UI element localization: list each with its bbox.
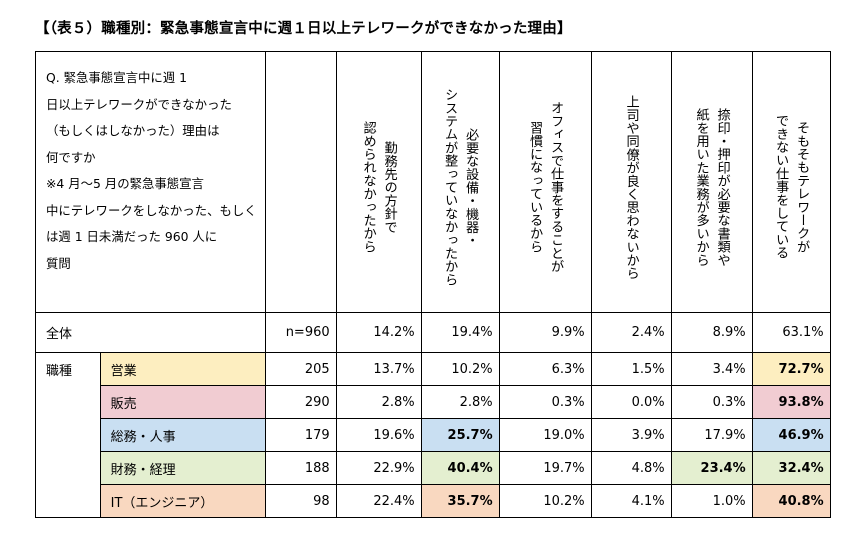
- question-line: ※4 月～5 月の緊急事態宣言: [46, 176, 204, 191]
- value-cell: 13.7%: [335, 352, 422, 386]
- n-header-cell: [264, 51, 337, 313]
- value-cell: 0.3%: [498, 385, 592, 419]
- value-cell: 0.0%: [590, 385, 672, 419]
- column-header-line: そもそもテレワークが: [794, 121, 810, 253]
- highlighted-value-cell: 35.7%: [420, 484, 500, 518]
- value-cell: 19.7%: [498, 451, 592, 485]
- highlighted-value-cell: 40.8%: [751, 484, 831, 518]
- table-row: 総務・人事 179 19.6% 25.7% 19.0% 3.9% 17.9% 4…: [36, 418, 831, 452]
- column-header-colleagues: 上司や同僚が良く思わないから: [590, 51, 672, 313]
- table-row: 販売 290 2.8% 2.8% 0.3% 0.0% 0.3% 93.8%: [36, 385, 831, 419]
- category-label: 職種: [35, 352, 101, 518]
- value-cell: 14.2%: [335, 312, 422, 353]
- value-cell: 22.9%: [335, 451, 422, 485]
- question-line: は週 1 日未満だった 960 人に: [46, 229, 218, 244]
- question-line: （もしくはしなかった）理由は: [46, 123, 220, 138]
- row-label: 全体: [35, 312, 266, 353]
- value-cell: 9.9%: [498, 312, 592, 353]
- value-cell: 19.6%: [335, 418, 422, 452]
- table-row: 職種 営業 205 13.7% 10.2% 6.3% 1.5% 3.4% 72.…: [35, 352, 831, 518]
- value-cell: 3.9%: [590, 418, 672, 452]
- sample-size: n=960: [264, 312, 337, 353]
- reasons-table: Q. 緊急事態宣言中に週 1 日以上テレワークができなかった （もしくはしなかっ…: [35, 51, 831, 518]
- value-cell: 0.3%: [670, 385, 753, 419]
- value-cell: 10.2%: [420, 352, 500, 386]
- column-header-line: 認められなかったから: [360, 121, 376, 253]
- table-row: IT（エンジニア） 98 22.4% 35.7% 10.2% 4.1% 1.0%…: [36, 484, 831, 518]
- overall-row: 全体 n=960 14.2% 19.4% 9.9% 2.4% 8.9% 63.1…: [35, 312, 831, 353]
- value-cell: 2.8%: [420, 385, 500, 419]
- value-cell: 19.4%: [420, 312, 500, 353]
- value-cell: 6.3%: [498, 352, 592, 386]
- sample-size: 188: [264, 451, 337, 485]
- value-cell: 22.4%: [335, 484, 422, 518]
- value-cell: 1.5%: [590, 352, 672, 386]
- row-label: 販売: [99, 385, 266, 419]
- value-cell: 10.2%: [498, 484, 592, 518]
- highlighted-value-cell: 93.8%: [751, 385, 831, 419]
- sample-size: 290: [264, 385, 337, 419]
- highlighted-value-cell: 72.7%: [751, 352, 831, 386]
- column-header-paper-work: 捺印・押印が必要な書類や 紙を用いた業務が多いから: [670, 51, 753, 313]
- column-header-line: 習慣になっているから: [527, 121, 543, 253]
- question-line: 質問: [46, 255, 71, 271]
- column-header-equipment: 必要な設備・機器・ システムが整っていなかったから: [420, 51, 500, 313]
- column-header-line: 上司や同僚が良く思わないから: [623, 94, 639, 280]
- value-cell: 3.4%: [670, 352, 753, 386]
- column-header-policy: 勤務先の方針で 認められなかったから: [335, 51, 422, 313]
- sample-size: 205: [264, 352, 337, 386]
- question-line: 何ですか: [46, 149, 96, 165]
- value-cell: 2.4%: [590, 312, 672, 353]
- column-header-line: できない仕事をしている: [773, 114, 789, 260]
- column-header-line: 必要な設備・機器・: [463, 127, 479, 247]
- value-cell: 63.1%: [751, 312, 831, 353]
- column-header-line: 紙を用いた業務が多いから: [693, 107, 709, 267]
- question-cell: Q. 緊急事態宣言中に週 1 日以上テレワークができなかった （もしくはしなかっ…: [35, 51, 266, 313]
- question-line: 中にテレワークをしなかった、もしく: [46, 202, 257, 218]
- column-header-line: システムが整っていなかったから: [442, 88, 458, 286]
- row-label: 営業: [99, 352, 266, 386]
- table-row: 財務・経理 188 22.9% 40.4% 19.7% 4.8% 23.4% 3…: [36, 451, 831, 485]
- row-label: IT（エンジニア）: [99, 484, 266, 518]
- sample-size: 98: [264, 484, 337, 518]
- table-title: 【（表５）職種別：緊急事態宣言中に週１日以上テレワークができなかった理由】: [35, 21, 572, 37]
- highlighted-value-cell: 40.4%: [420, 451, 500, 485]
- value-cell: 2.8%: [335, 385, 422, 419]
- column-header-line: 捺印・押印が必要な書類や: [714, 107, 730, 267]
- highlighted-value-cell: 46.9%: [751, 418, 831, 452]
- value-cell: 19.0%: [498, 418, 592, 452]
- highlighted-value-cell: 32.4%: [751, 451, 831, 485]
- row-label: 総務・人事: [99, 418, 266, 452]
- column-header-line: 勤務先の方針で: [381, 140, 397, 234]
- value-cell: 1.0%: [670, 484, 753, 518]
- question-line: Q. 緊急事態宣言中に週 1: [46, 70, 187, 85]
- highlighted-value-cell: 25.7%: [420, 418, 500, 452]
- column-header-office-habit: オフィスで仕事をすることが 習慣になっているから: [498, 51, 592, 313]
- highlighted-value-cell: 23.4%: [670, 451, 753, 485]
- column-header-not-possible: そもそもテレワークが できない仕事をしている: [751, 51, 831, 313]
- question-line: 日以上テレワークができなかった: [46, 96, 232, 112]
- value-cell: 4.8%: [590, 451, 672, 485]
- header-row: Q. 緊急事態宣言中に週 1 日以上テレワークができなかった （もしくはしなかっ…: [35, 51, 831, 313]
- column-header-line: オフィスで仕事をすることが: [548, 101, 564, 273]
- sample-size: 179: [264, 418, 337, 452]
- row-label: 財務・経理: [99, 451, 266, 485]
- value-cell: 17.9%: [670, 418, 753, 452]
- value-cell: 4.1%: [590, 484, 672, 518]
- value-cell: 8.9%: [670, 312, 753, 353]
